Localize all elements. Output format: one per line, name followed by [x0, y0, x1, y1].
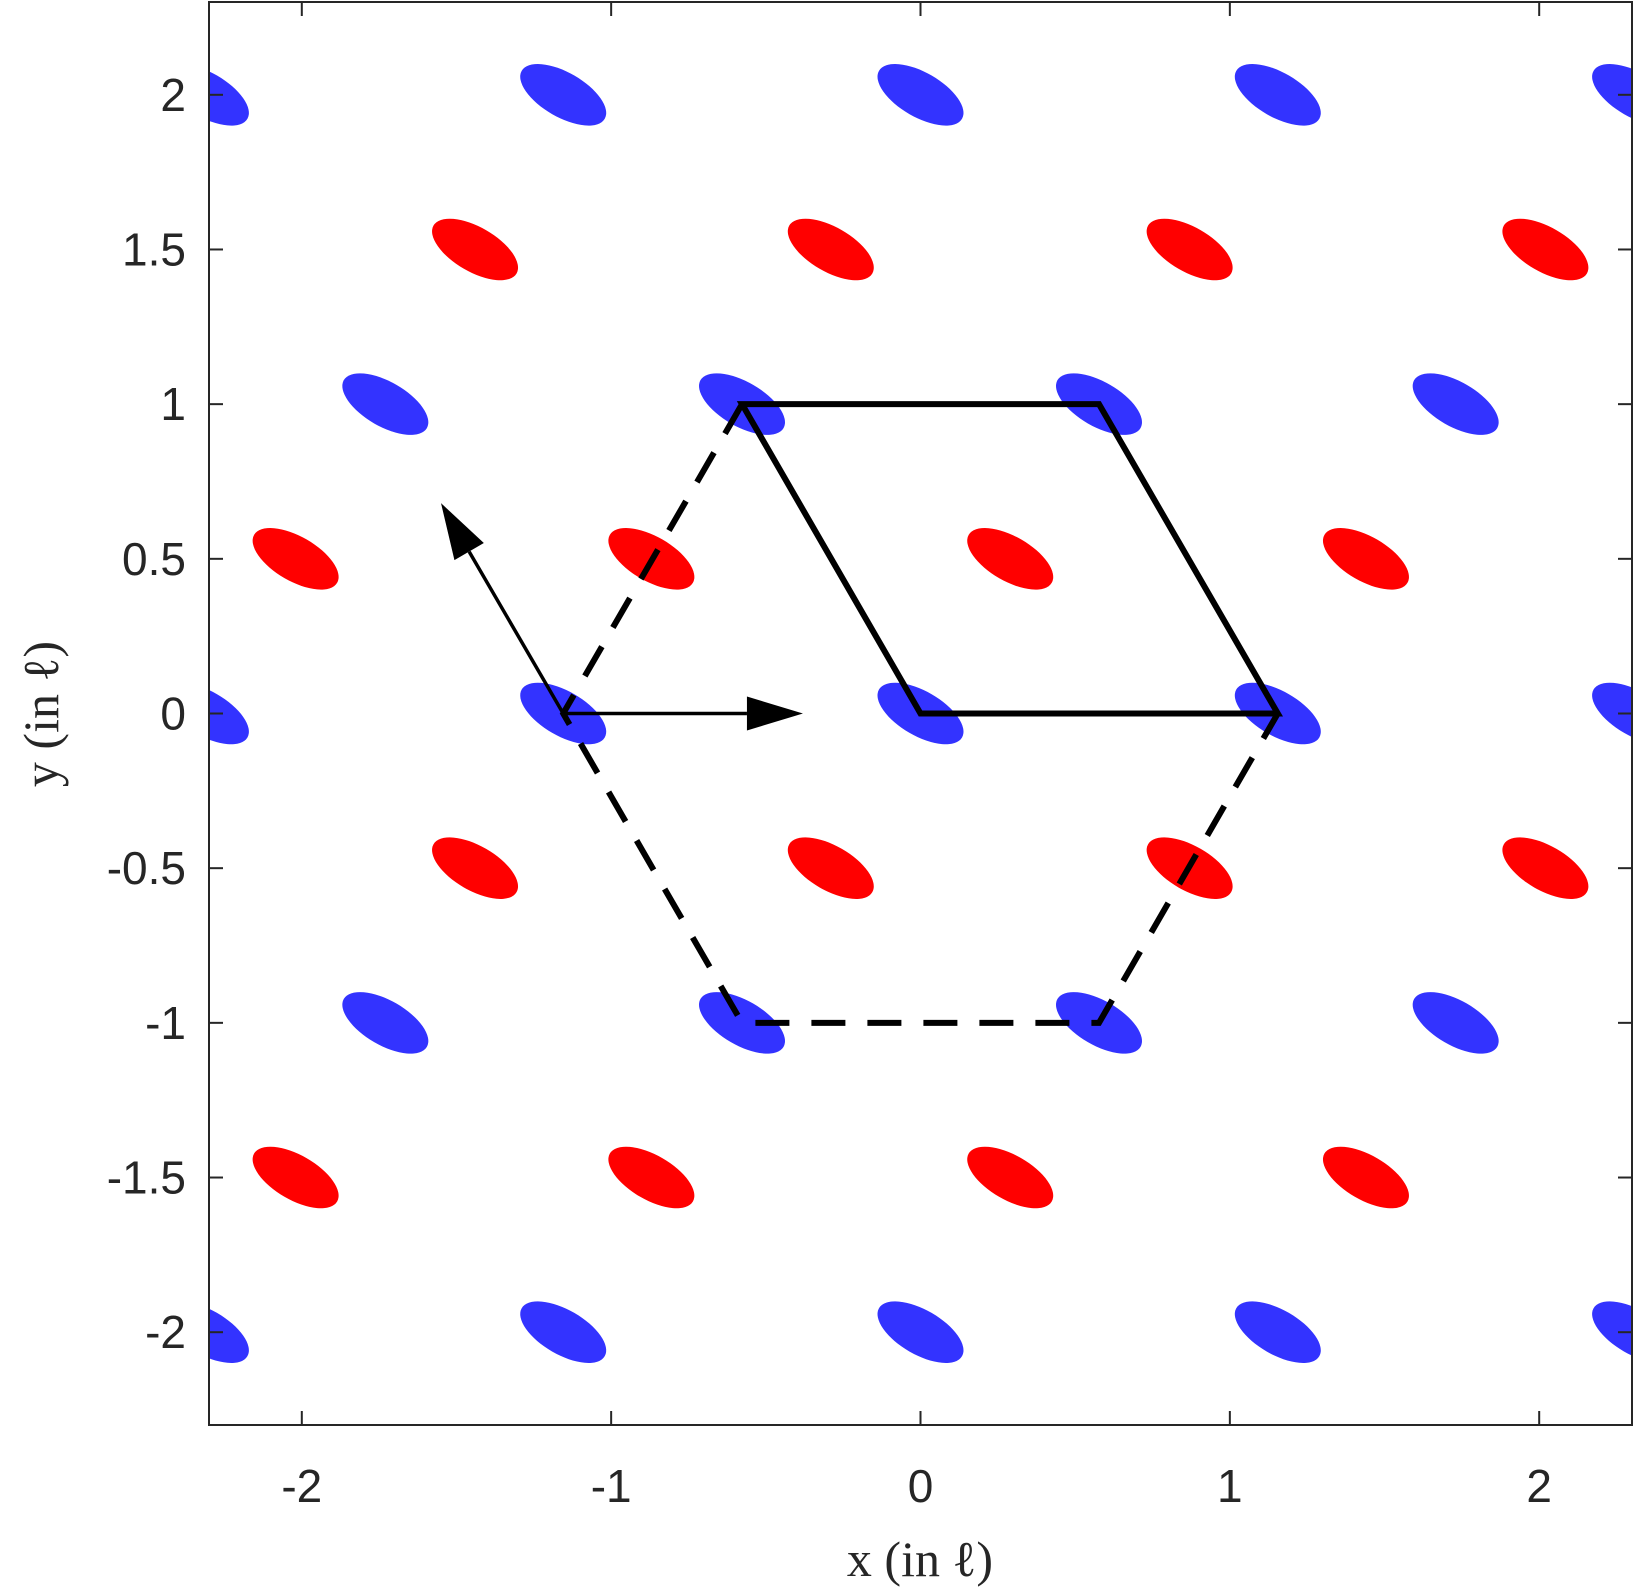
y-tick-label: 0 — [160, 688, 186, 740]
blue-ellipse — [1234, 1301, 1321, 1363]
red-ellipse — [432, 218, 519, 281]
blue-ellipse — [877, 1301, 964, 1363]
y-tick-label: -2 — [145, 1306, 186, 1358]
lines-layer — [441, 401, 1283, 1026]
blue-ellipse — [699, 992, 785, 1054]
blue-ellipse — [1234, 64, 1321, 126]
x-tick-label: -1 — [591, 1460, 632, 1512]
y-tick-label: -1 — [145, 997, 186, 1049]
red-ellipse — [252, 1146, 339, 1209]
red-ellipse — [1322, 528, 1409, 590]
blue-ellipse — [1592, 64, 1632, 126]
y-tick-label: -1.5 — [107, 1152, 186, 1204]
red-ellipse — [1502, 837, 1589, 899]
x-axis-label: x (in ℓ) — [847, 1531, 993, 1587]
red-ellipse — [608, 1146, 695, 1209]
ticks-layer: -2 -1 0 1 2 -2 -1.5 -1 -0.5 0 0.5 1 1.5 2 — [107, 2, 1632, 1512]
blue-ellipse — [342, 373, 429, 435]
red-ellipse — [787, 837, 874, 899]
x-tick-label: -2 — [281, 1460, 322, 1512]
hexagon-dashed-line — [559, 402, 1281, 1026]
y-tick-label: 1 — [160, 378, 186, 430]
red-ellipse — [1322, 1146, 1409, 1209]
lattice-vector-1-arrowhead — [746, 696, 803, 731]
blue-ellipse — [520, 64, 607, 126]
x-tick-label: 0 — [908, 1460, 934, 1512]
blue-ellipse — [209, 682, 249, 745]
blue-ellipse — [520, 1301, 607, 1363]
blue-ellipse — [1592, 682, 1632, 745]
lattice-vector-2 — [467, 550, 565, 715]
lattice-vector-2-arrowhead — [441, 503, 484, 561]
red-ellipse — [1502, 218, 1589, 281]
blue-ellipse — [1412, 373, 1499, 435]
red-ellipse — [432, 837, 519, 899]
blue-ellipse — [877, 64, 964, 126]
red-ellipse — [1146, 218, 1233, 281]
y-axis-label: y (in ℓ) — [13, 641, 69, 787]
red-ellipse — [967, 1146, 1054, 1209]
y-tick-label: -0.5 — [107, 842, 186, 894]
blue-ellipse — [342, 992, 429, 1054]
y-tick-label: 0.5 — [122, 533, 186, 585]
x-tick-label: 2 — [1526, 1460, 1552, 1512]
red-ellipse — [252, 528, 339, 590]
blue-ellipse — [1592, 1301, 1632, 1363]
unit-cell — [736, 401, 1283, 717]
red-ellipse — [787, 218, 874, 281]
red-ellipse — [967, 528, 1054, 590]
y-tick-label: 2 — [160, 69, 186, 121]
x-tick-label: 1 — [1217, 1460, 1243, 1512]
blue-ellipse — [209, 1301, 249, 1363]
blue-ellipse — [209, 64, 249, 126]
y-tick-label: 1.5 — [122, 223, 186, 275]
blue-ellipse — [1412, 992, 1499, 1054]
